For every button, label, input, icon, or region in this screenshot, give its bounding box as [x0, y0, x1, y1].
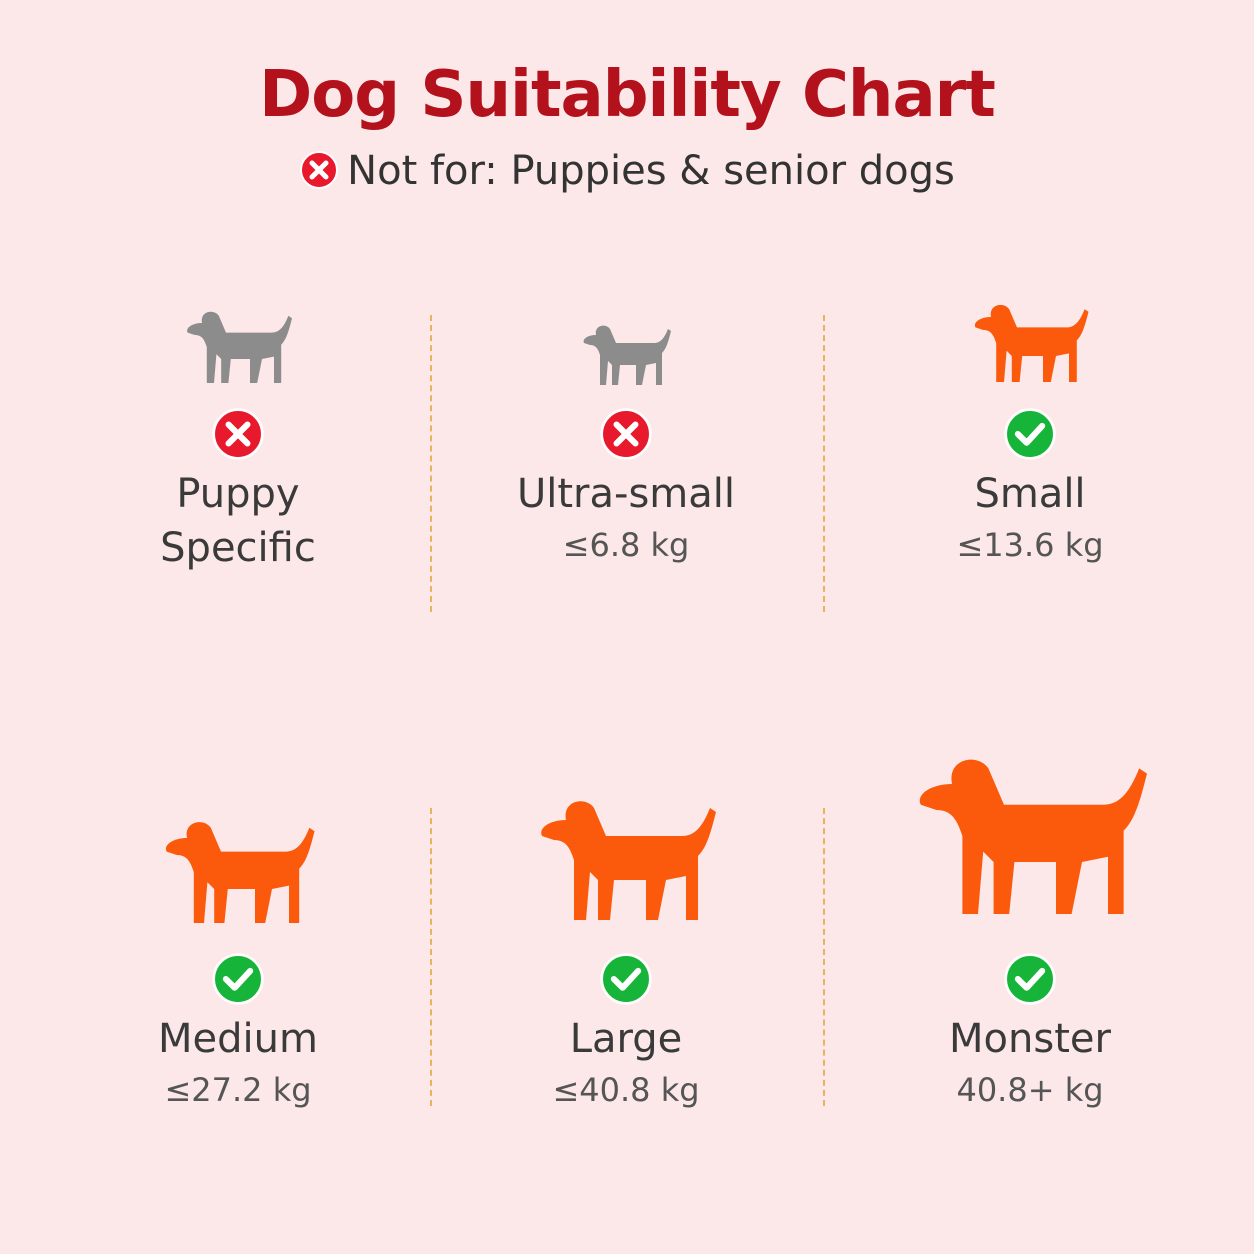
- dog-shape: [919, 759, 1147, 914]
- size-label: Monster: [949, 1016, 1111, 1062]
- weight-limit: ≤6.8 kg: [562, 526, 690, 564]
- size-label: Small: [974, 471, 1086, 517]
- cross-icon: [300, 151, 339, 189]
- size-label: Puppy Specific: [160, 471, 316, 571]
- dog-size-item: Small ≤13.6 kg: [850, 291, 1210, 569]
- title: Dog Suitability Chart: [259, 58, 996, 132]
- dog-size-item: Ultra-small ≤6.8 kg: [446, 315, 806, 569]
- dog-shape: [541, 801, 716, 920]
- cross-icon: [600, 408, 652, 460]
- cross-icon: [212, 408, 264, 460]
- check-icon: [600, 953, 652, 1005]
- dog-size-item: Medium ≤27.2 kg: [58, 804, 418, 1114]
- check-icon: [212, 953, 264, 1005]
- dog-shape: [187, 311, 292, 383]
- dog-shape: [583, 325, 671, 385]
- dog-silhouette: [165, 822, 315, 923]
- dog-shape: [165, 822, 315, 923]
- dog-size-item: Monster 40.8+ kg: [850, 732, 1210, 1114]
- size-label: Ultra-small: [516, 471, 735, 517]
- dog-silhouette: [919, 759, 1147, 914]
- dog-silhouette: [583, 325, 671, 385]
- dog-size-item: Large ≤40.8 kg: [446, 780, 806, 1114]
- dog-silhouette: [541, 801, 716, 920]
- dog-silhouette: [974, 304, 1089, 382]
- dog-shape: [974, 304, 1089, 382]
- divider: [823, 808, 825, 1106]
- dog-size-item: Puppy Specific: [58, 299, 418, 575]
- weight-limit: ≤40.8 kg: [552, 1071, 700, 1109]
- weight-limit: ≤27.2 kg: [164, 1071, 312, 1109]
- dog-silhouette: [187, 311, 292, 383]
- check-icon: [1004, 953, 1056, 1005]
- divider: [430, 808, 432, 1106]
- check-icon: [1004, 408, 1056, 460]
- weight-limit: 40.8+ kg: [956, 1071, 1104, 1109]
- size-label: Large: [569, 1016, 683, 1062]
- divider: [823, 315, 825, 612]
- size-label: Medium: [158, 1016, 318, 1062]
- divider: [430, 315, 432, 612]
- weight-limit: ≤13.6 kg: [956, 526, 1104, 564]
- subtitle: Not for: Puppies & senior dogs: [0, 148, 1254, 194]
- subtitle-text: Not for: Puppies & senior dogs: [347, 148, 955, 194]
